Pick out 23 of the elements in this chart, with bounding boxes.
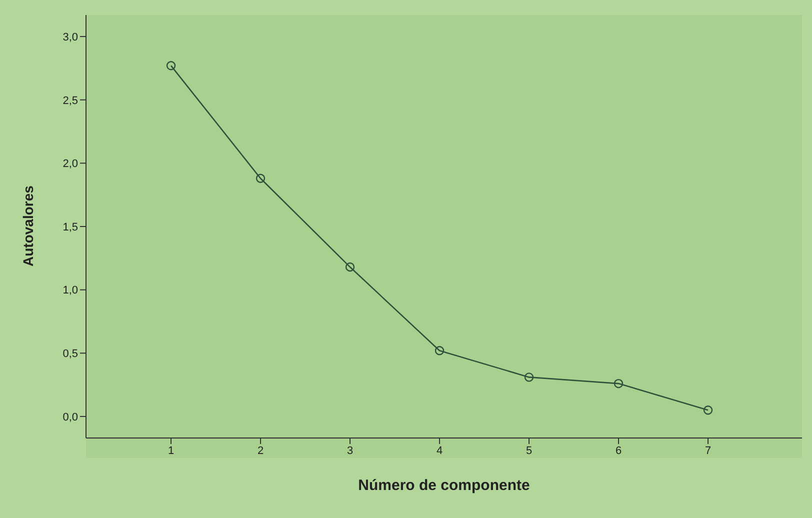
x-tick-label: 1: [168, 444, 174, 457]
y-axis-title: Autovalores: [20, 185, 36, 266]
x-tick-label: 7: [704, 444, 712, 457]
point: [434, 346, 444, 356]
y-tick-label: 0,5: [62, 348, 78, 360]
x-tick-label: 3: [346, 444, 354, 457]
point: [614, 378, 624, 388]
point: [345, 262, 355, 272]
y-tick-label: 1,0: [62, 284, 78, 297]
x-axis-title: Número de componente: [358, 477, 530, 494]
point: [256, 174, 266, 183]
y-tick-label: 3,0: [62, 31, 78, 44]
x-tick-label: 4: [436, 444, 443, 457]
point: [166, 61, 176, 70]
y-tick-label: 1,5: [62, 221, 78, 234]
point: [524, 372, 534, 382]
x-tick-label: 5: [526, 444, 532, 457]
x-tick-label: 6: [615, 444, 622, 457]
y-tick-label: 0,0: [62, 411, 78, 424]
y-tick-label: 2,0: [62, 158, 78, 170]
x-tick-label: 2: [257, 444, 264, 457]
point: [703, 406, 713, 415]
y-tick-label: 2,5: [62, 94, 78, 107]
